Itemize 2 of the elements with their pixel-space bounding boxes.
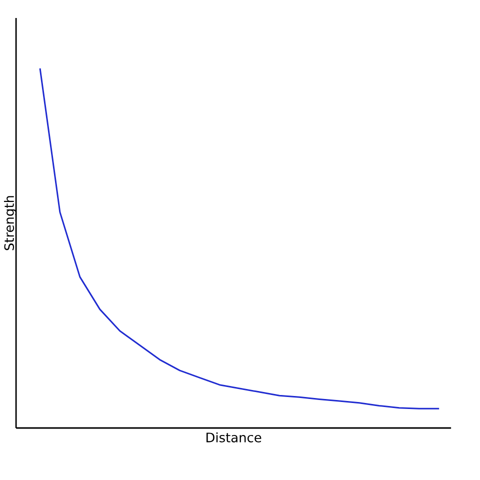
- x-axis-title: Distance: [206, 432, 262, 442]
- y-axis-title: Strength: [4, 196, 17, 250]
